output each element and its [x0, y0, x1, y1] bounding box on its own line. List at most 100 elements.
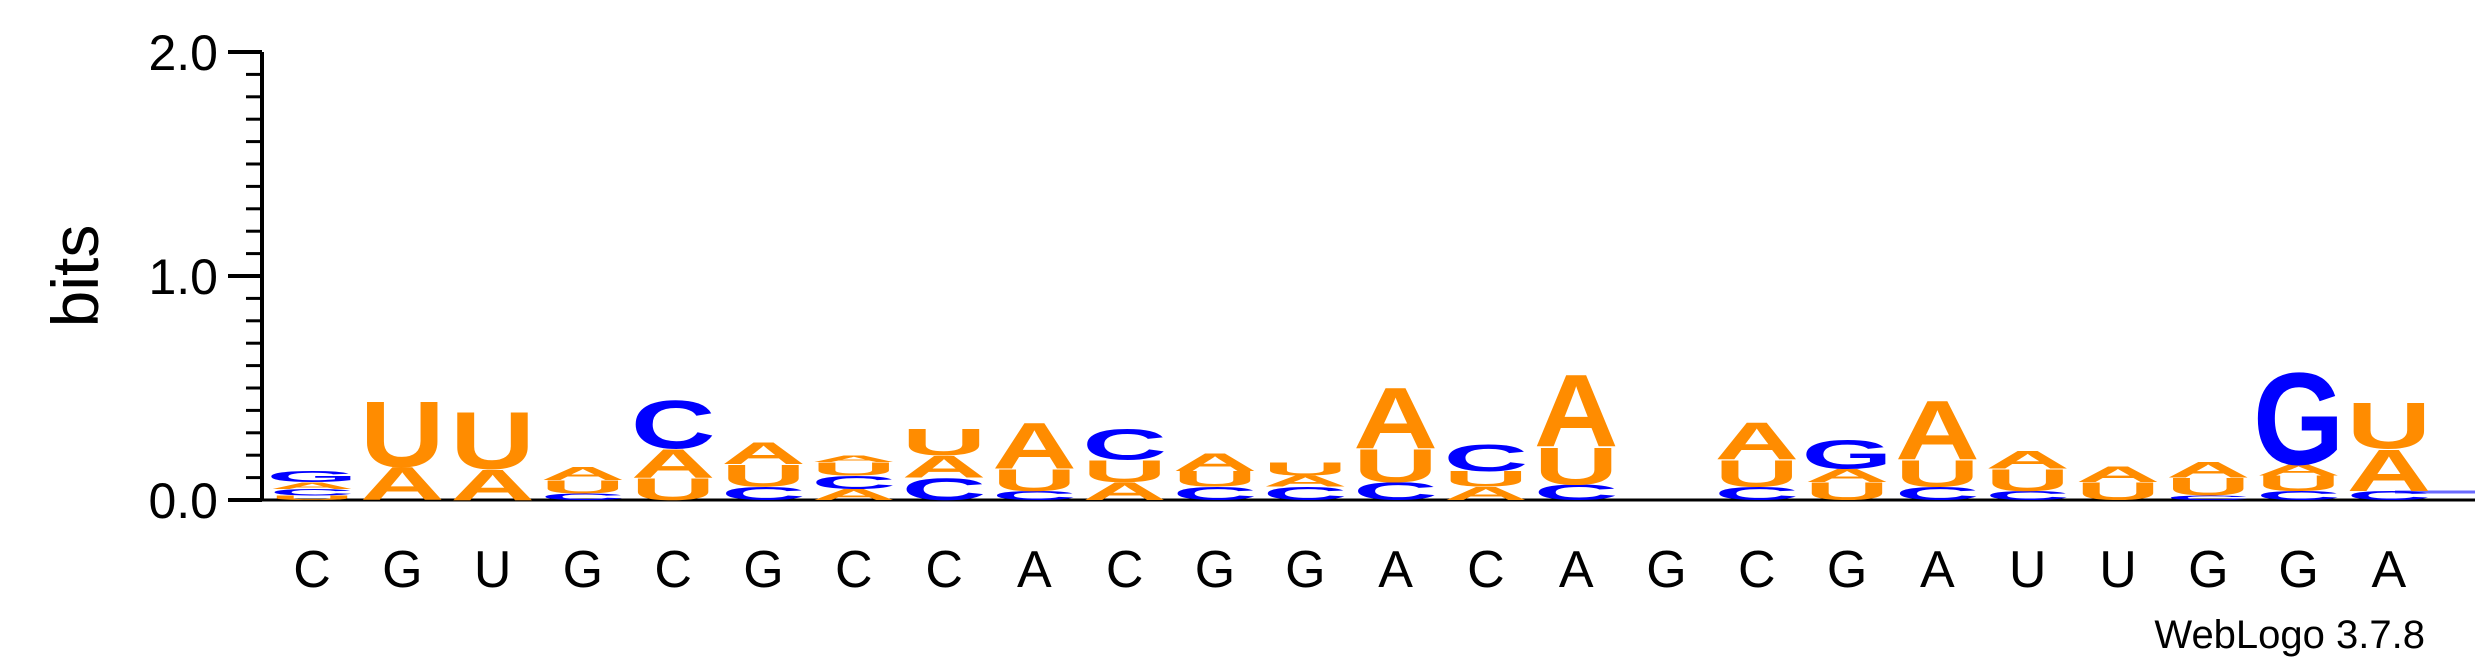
- logo-letter-u: U: [1985, 463, 2070, 498]
- logo-letter-a: A: [721, 436, 806, 471]
- logo-letter-u: U: [450, 396, 535, 486]
- logo-letter-u: U: [2256, 471, 2341, 495]
- position-label: G: [743, 541, 783, 599]
- logo-letter-a: A: [1263, 472, 1348, 490]
- position-label: G: [563, 541, 603, 599]
- position-label: A: [1920, 541, 1955, 599]
- y-minor-ticks: [246, 72, 262, 480]
- logo-letter-g: G: [2253, 346, 2344, 493]
- logo-letter-u: U: [721, 458, 806, 493]
- logo-letter-u: U: [2347, 390, 2432, 463]
- position-label: A: [2372, 541, 2407, 599]
- position-label: C: [1467, 541, 1505, 599]
- position-label: G: [1195, 541, 1235, 599]
- logo-letter-a: A: [1444, 483, 1529, 504]
- logo-letter-u: U: [631, 472, 716, 507]
- logo-letter-c: C: [1444, 437, 1529, 479]
- position-label: A: [1378, 541, 1413, 599]
- logo-letter-a: A: [1173, 448, 1258, 476]
- logo-letter-u: U: [2076, 477, 2161, 505]
- logo-letter-c: C: [2347, 489, 2432, 503]
- logo-letter-u: U: [1805, 477, 1890, 505]
- y-axis-title: bits: [38, 225, 112, 328]
- logo-letter-a: A: [1353, 369, 1438, 467]
- logo-letter-u: U: [1353, 439, 1438, 492]
- logo-letter-c: C: [1985, 489, 2070, 503]
- logo-letter-a: A: [812, 453, 897, 464]
- logo-letter-u: U: [1895, 453, 1980, 495]
- logo-letter-c: C: [541, 492, 626, 503]
- logo-letter-u: U: [1715, 453, 1800, 495]
- logo-letter-a: A: [1715, 412, 1800, 471]
- logo-letter-a: A: [450, 460, 535, 509]
- logo-letter-a: A: [902, 450, 987, 485]
- y-tick-label-0: 0.0: [148, 473, 218, 529]
- position-label: C: [1106, 541, 1144, 599]
- position-label: G: [2278, 541, 2318, 599]
- logo-letter-u: U: [270, 494, 355, 501]
- logo-letter-u: U: [360, 382, 445, 486]
- logo-letter-u: U: [2166, 473, 2251, 501]
- logo-letter-c: C: [1263, 483, 1348, 504]
- position-label: U: [474, 541, 512, 599]
- logo-letter-c: C: [1895, 483, 1980, 504]
- logo-letter-c: C: [270, 487, 355, 498]
- logo-letter-g: G: [266, 468, 357, 486]
- logo-letter-u: U: [1263, 458, 1348, 479]
- position-label: G: [1827, 541, 1867, 599]
- position-label: C: [654, 541, 692, 599]
- logo-letter-a: A: [631, 441, 716, 486]
- logo-letter-a: A: [2347, 437, 2432, 504]
- logo-letter-a: A: [1805, 465, 1890, 486]
- logo-letter-a: A: [1895, 384, 1980, 478]
- logo-letter-a: A: [2256, 461, 2341, 479]
- logo-letter-a: A: [360, 457, 445, 510]
- logo-letter-c: C: [992, 489, 1077, 503]
- logo-letter-u: U: [541, 476, 626, 497]
- logo-letter-a: A: [2166, 458, 2251, 482]
- position-label: G: [1646, 541, 1686, 599]
- logo-letter-a: A: [541, 463, 626, 484]
- position-label: G: [2188, 541, 2228, 599]
- logo-letter-c: C: [1715, 483, 1800, 504]
- position-label: U: [2099, 541, 2137, 599]
- logo-letter-c: C: [1173, 483, 1258, 504]
- position-label: G: [1285, 541, 1325, 599]
- logo-letter-a: A: [992, 410, 1077, 483]
- logo-letter-u: U: [1444, 467, 1529, 491]
- position-label: C: [835, 541, 873, 599]
- logo-letter-a: A: [1534, 354, 1619, 469]
- logo-letter-c: C: [631, 387, 716, 464]
- position-label: C: [925, 541, 963, 599]
- logo-letter-c: C: [2256, 489, 2341, 503]
- y-tick-label-1: 1.0: [148, 249, 218, 305]
- logo-letter-a: A: [1082, 477, 1167, 505]
- logo-letter-a: A: [2076, 462, 2161, 486]
- position-label: C: [1738, 541, 1776, 599]
- logo-letter-c: C: [721, 483, 806, 504]
- position-label: A: [1017, 541, 1052, 599]
- logo-letter-u: U: [1173, 467, 1258, 491]
- logo-letter-c: C: [1534, 480, 1619, 504]
- y-tick-label-2: 2.0: [148, 25, 218, 81]
- logo-letter-a: A: [270, 480, 355, 491]
- logo-letter-c: C: [2166, 494, 2251, 501]
- logo-letter-g: G: [1802, 432, 1893, 477]
- logo-letter-c: C: [1082, 420, 1167, 469]
- logo-letter-u: U: [1082, 454, 1167, 489]
- logo-letter-u: U: [1534, 437, 1619, 496]
- position-label: G: [382, 541, 422, 599]
- position-label: A: [1559, 541, 1594, 599]
- logo-letter-a: A: [1985, 446, 2070, 474]
- logo-letter-u: U: [992, 463, 1077, 498]
- logo-letter-a: A: [812, 486, 897, 504]
- y-axis: 2.0 1.0 0.0 bits: [38, 25, 264, 529]
- logo-letter-c: C: [1353, 477, 1438, 505]
- position-label: U: [2009, 541, 2047, 599]
- weblogo-credit: WebLogo 3.7.8: [2154, 613, 2425, 657]
- position-label: C: [293, 541, 331, 599]
- logo-letter-u: U: [812, 458, 897, 479]
- logo-letter-c: C: [902, 472, 987, 507]
